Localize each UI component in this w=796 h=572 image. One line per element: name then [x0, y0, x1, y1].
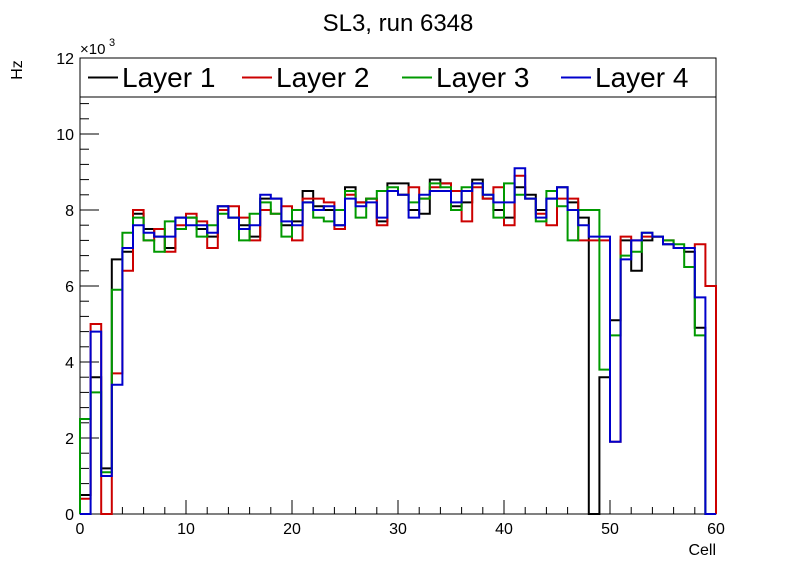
y-tick-label: 4: [65, 355, 74, 372]
legend-box: [79, 57, 717, 98]
x-axis-label: Cell: [688, 542, 716, 559]
x-tick-label: 60: [707, 521, 725, 538]
x-tick-label: 40: [495, 521, 513, 538]
chart-title: SL3, run 6348: [323, 10, 474, 37]
legend: Layer 1 Layer 2 Layer 3 Layer 4: [79, 57, 717, 98]
x-tick-label: 30: [389, 521, 407, 538]
x-tick-label: 0: [76, 521, 85, 538]
axis-tick-labels: 0 10 20 30 40 50 60 0 2 4 6 8 10 12: [56, 51, 725, 538]
x-tick-label: 20: [283, 521, 301, 538]
y-axis-multiplier-exponent: 3: [109, 37, 115, 49]
series-line-layer-4: [80, 167, 716, 515]
legend-label-layer-1: Layer 1: [122, 62, 215, 93]
y-tick-label: 12: [56, 51, 74, 68]
series-lines: [79, 167, 717, 515]
y-axis-label: Hz: [9, 60, 26, 80]
legend-label-layer-4: Layer 4: [595, 62, 688, 93]
y-tick-label: 0: [65, 507, 74, 524]
legend-label-layer-2: Layer 2: [276, 62, 369, 93]
y-tick-label: 8: [65, 203, 74, 220]
x-tick-label: 10: [177, 521, 195, 538]
y-tick-label: 6: [65, 279, 74, 296]
x-tick-label: 50: [601, 521, 619, 538]
y-axis-multiplier: ×10: [80, 41, 105, 58]
legend-label-layer-3: Layer 3: [436, 62, 529, 93]
y-tick-label: 2: [65, 431, 74, 448]
y-tick-label: 10: [56, 127, 74, 144]
